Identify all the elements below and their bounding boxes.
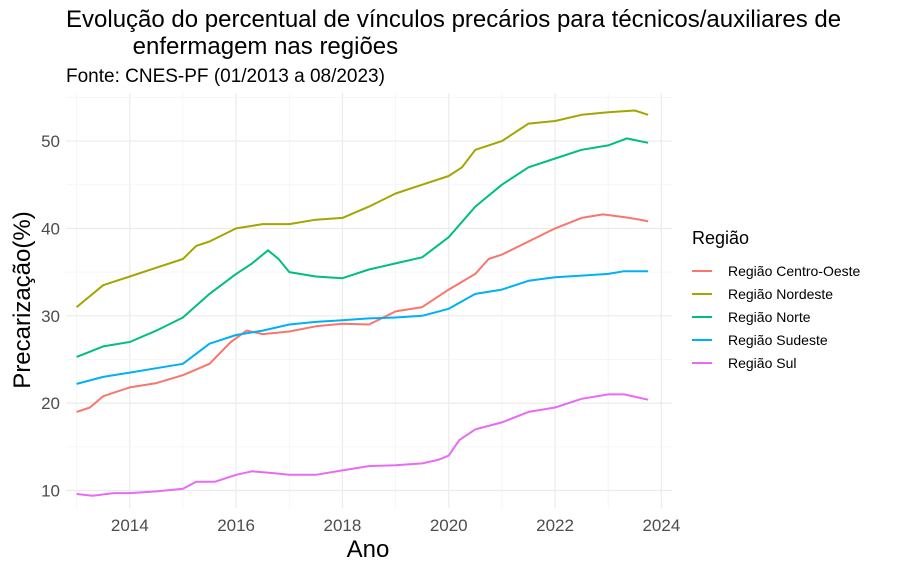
- x-tick-label: 2022: [536, 516, 574, 535]
- series-lines: [75, 109, 649, 497]
- x-tick-label: 2016: [217, 516, 255, 535]
- x-axis-ticks: 2014 2016 2018 2020 2022 2024: [111, 516, 680, 535]
- y-axis-title: Precarização(%): [9, 211, 36, 388]
- y-tick-label: 30: [41, 307, 60, 326]
- legend-key: [692, 269, 712, 272]
- y-tick-label: 20: [41, 394, 60, 413]
- series-line: [76, 137, 649, 358]
- y-tick-label: 40: [41, 219, 60, 238]
- legend-label: Região Sul: [728, 354, 797, 371]
- series-line: [75, 109, 649, 308]
- series-line: [76, 270, 649, 385]
- legend-items: Região Centro-Oeste Região Nordeste Região…: [692, 259, 860, 374]
- legend-key: [692, 315, 712, 318]
- y-tick-label: 50: [41, 132, 60, 151]
- legend-item: Região Nordeste: [692, 282, 860, 305]
- x-axis-title: Ano: [347, 536, 390, 563]
- legend-item: Região Sul: [692, 351, 860, 374]
- legend: Região Região Centro-Oeste Região Nordest…: [692, 228, 860, 374]
- y-tick-label: 10: [41, 482, 60, 501]
- legend-key: [692, 292, 712, 295]
- grid: [66, 93, 672, 508]
- legend-item: Região Sudeste: [692, 328, 860, 351]
- x-tick-label: 2020: [430, 516, 468, 535]
- legend-label: Região Nordeste: [728, 285, 834, 302]
- legend-label: Região Norte: [728, 308, 811, 325]
- legend-item: Região Centro-Oeste: [692, 259, 860, 282]
- series-line: [76, 213, 649, 413]
- x-tick-label: 2018: [324, 516, 362, 535]
- legend-label: Região Centro-Oeste: [728, 262, 861, 279]
- x-tick-label: 2014: [111, 516, 149, 535]
- legend-key: [692, 361, 712, 364]
- legend-item: Região Norte: [692, 305, 860, 328]
- legend-key: [692, 338, 712, 341]
- series-line: [76, 393, 649, 497]
- chart-title: Evolução do percentual de vínculos precá…: [66, 6, 842, 60]
- legend-label: Região Sudeste: [728, 331, 828, 348]
- x-tick-label: 2024: [642, 516, 680, 535]
- chart-subtitle: Fonte: CNES-PF (01/2013 a 08/2023): [66, 66, 385, 87]
- y-axis-ticks: 10 20 30 40 50: [41, 132, 60, 500]
- legend-title: Região: [692, 228, 750, 248]
